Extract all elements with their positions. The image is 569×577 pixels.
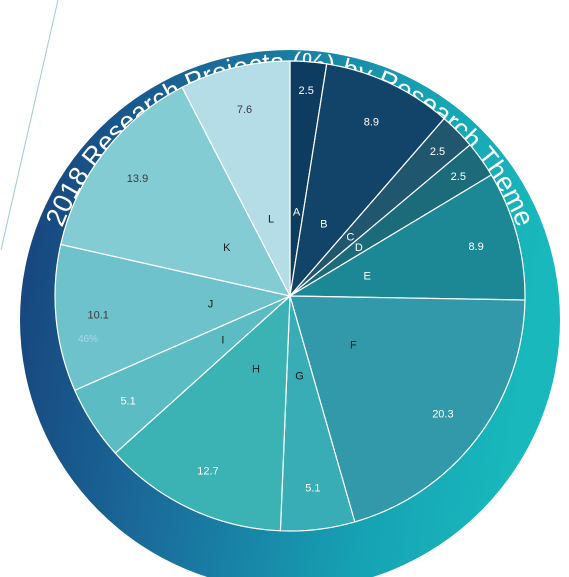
value-label-h: 12.7	[197, 465, 218, 477]
pie-slice-l	[181, 60, 291, 297]
pie-slice-j	[54, 243, 292, 392]
pie-slice-h	[114, 294, 291, 532]
value-label-j: 10.1	[87, 309, 108, 321]
category-label-e: E	[364, 270, 371, 282]
pie-slice-f	[289, 295, 526, 523]
pie-slice-k	[60, 86, 292, 297]
pie-slice-e	[287, 174, 526, 301]
value-label-g: 5.1	[305, 482, 320, 494]
value-label-f: 20.3	[432, 408, 453, 420]
value-label-c: 2.5	[430, 146, 445, 158]
category-label-l: L	[268, 213, 274, 225]
annotation-label: 46%	[78, 334, 98, 345]
value-label-k: 13.9	[127, 173, 148, 185]
category-label-b: B	[320, 219, 327, 231]
value-label-i: 5.1	[120, 395, 135, 407]
pie-slices	[54, 60, 526, 532]
category-label-g: G	[295, 370, 304, 382]
decorative-line	[0, 0, 59, 251]
value-label-b: 8.9	[364, 116, 379, 128]
value-label-d: 2.5	[451, 171, 466, 183]
value-label-l: 7.6	[237, 104, 252, 116]
category-label-h: H	[252, 363, 260, 375]
pie-labels: 2.5 A 8.9 B 2.5 C 2.5 D 8.9 E 20.3 F 5.1 G 12.7 H 5.1 I 10…	[87, 85, 483, 494]
value-label-e: 8.9	[468, 241, 483, 253]
category-label-i: I	[221, 334, 224, 346]
value-label-a: 2.5	[299, 85, 314, 97]
category-label-j: J	[208, 299, 214, 311]
category-label-k: K	[223, 242, 231, 254]
pie-slice-b	[289, 63, 446, 298]
category-label-f: F	[350, 340, 357, 352]
category-label-d: D	[355, 242, 363, 254]
category-label-a: A	[293, 207, 301, 219]
category-label-c: C	[346, 232, 354, 244]
